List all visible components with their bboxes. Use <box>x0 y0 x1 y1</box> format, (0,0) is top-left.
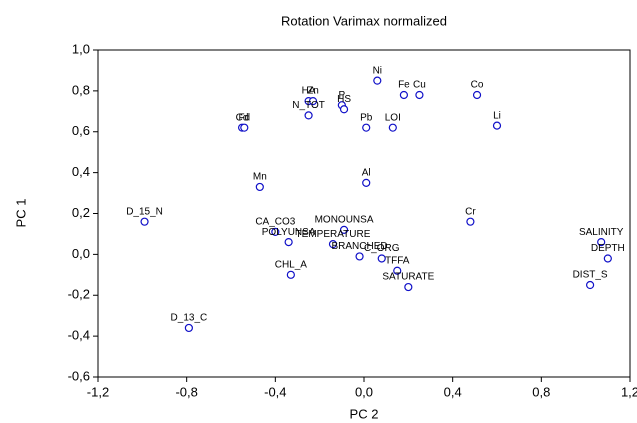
point-label: Zn <box>307 86 319 97</box>
point <box>339 105 349 114</box>
point-label: Mn <box>253 172 267 183</box>
point <box>286 270 295 279</box>
point-label: CA_CO3 <box>255 217 295 228</box>
y-tick-label: 0,8 <box>72 82 90 97</box>
point <box>393 266 402 275</box>
point <box>304 111 313 120</box>
y-tick-label: -0,2 <box>68 287 90 302</box>
point <box>271 227 280 236</box>
point-label: N_TOT <box>292 100 325 111</box>
point-label: Cu <box>413 80 426 91</box>
point <box>373 76 382 85</box>
point-label: MONOUNSA <box>315 214 374 225</box>
point-label: TEMPERATURE <box>296 229 371 240</box>
point-label: HS <box>337 94 351 105</box>
point <box>472 90 482 100</box>
y-tick-label: 0,4 <box>72 164 90 179</box>
point-label: SATURATE <box>382 272 434 283</box>
x-tick-label: 0,4 <box>444 384 462 399</box>
point <box>466 217 475 226</box>
x-tick-label: 1,2 <box>621 384 637 399</box>
chart-title: Rotation Varimax normalized <box>281 13 447 28</box>
point-label: Fd <box>238 112 250 123</box>
y-tick-label: -0,4 <box>68 328 90 343</box>
point <box>362 123 371 132</box>
point-label: D_15_N <box>126 206 163 217</box>
point-label: TFFA <box>385 255 410 266</box>
point <box>415 90 424 100</box>
point-label: D_13_C <box>171 313 208 324</box>
point-label: BRANCHED <box>332 241 388 252</box>
point-label: SALINITY <box>579 227 624 238</box>
x-tick-label: -0,8 <box>175 384 197 399</box>
point-label: Co <box>471 80 484 91</box>
point <box>362 178 371 187</box>
point <box>328 240 338 249</box>
point <box>355 252 364 261</box>
point-label: P <box>338 90 345 101</box>
point <box>399 90 408 100</box>
x-tick-label: -1,2 <box>87 384 109 399</box>
x-axis-title: PC 2 <box>350 406 379 421</box>
y-tick-label: 0,0 <box>72 246 90 261</box>
x-tick-label: 0,0 <box>355 384 373 399</box>
point <box>492 121 502 130</box>
point <box>339 225 349 234</box>
point <box>597 238 606 247</box>
point-label: Cd <box>236 112 249 123</box>
point-label: C_ORG <box>364 243 400 254</box>
point-label: DIST_S <box>573 270 608 281</box>
y-tick-label: -0,6 <box>68 368 90 383</box>
point <box>255 182 264 192</box>
y-tick-label: 0,6 <box>72 123 90 138</box>
x-tick-label: 0,8 <box>532 384 550 399</box>
y-axis-title: PC 1 <box>13 199 28 228</box>
point <box>388 123 397 132</box>
point-label: Li <box>493 110 501 121</box>
x-tick-label: -0,4 <box>264 384 286 399</box>
point-label: Pb <box>360 112 373 123</box>
point <box>140 217 149 226</box>
point-label: POLYUNSA <box>262 227 316 238</box>
point-label: DEPTH <box>591 243 625 254</box>
point <box>377 254 386 263</box>
point-label: HA <box>302 86 316 97</box>
y-tick-label: 1,0 <box>72 41 90 56</box>
point <box>184 323 193 333</box>
point-label: Ni <box>373 65 382 76</box>
point <box>308 96 318 106</box>
point <box>585 280 595 290</box>
point <box>603 254 612 263</box>
point <box>240 123 249 132</box>
point-label: Cr <box>465 206 476 217</box>
point-label: Fe <box>398 80 410 91</box>
point-label: Al <box>362 167 371 178</box>
point <box>284 238 293 247</box>
y-tick-label: 0,2 <box>72 205 90 220</box>
point-label: CHL_A <box>275 259 308 270</box>
point-label: LOI <box>385 112 401 123</box>
point <box>404 282 413 292</box>
